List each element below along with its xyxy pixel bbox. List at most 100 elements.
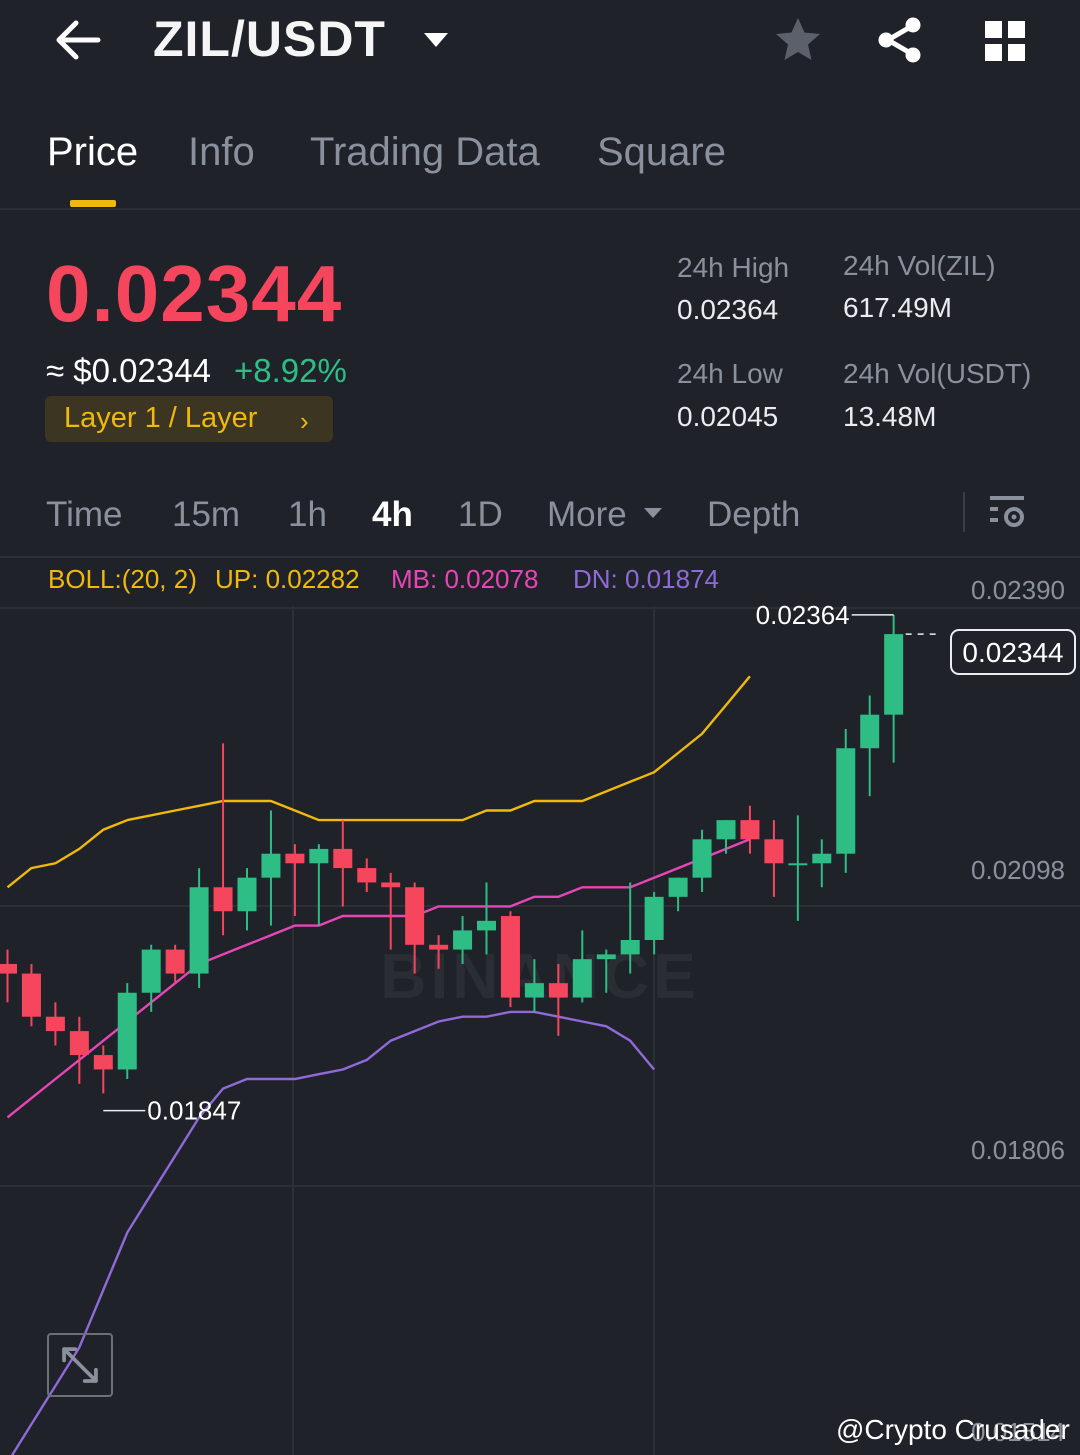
interval-time[interactable]: Time	[46, 495, 123, 534]
candle	[668, 877, 688, 912]
high-marker-label: 0.02364	[756, 600, 850, 630]
candle-body	[309, 848, 329, 864]
boll-dn-value: DN: 0.01874	[573, 564, 719, 594]
candle	[381, 872, 401, 950]
candle	[500, 911, 520, 1008]
candle	[93, 1045, 113, 1094]
candle	[788, 815, 808, 921]
tab-price[interactable]: Price	[47, 130, 139, 174]
tab-square[interactable]: Square	[597, 130, 726, 174]
interval-4h[interactable]: 4h	[372, 495, 413, 534]
star-icon[interactable]	[772, 14, 824, 66]
interval-1h[interactable]: 1h	[288, 495, 327, 534]
chevron-right-icon: ›	[300, 406, 309, 436]
top-bar: ZIL/USDT	[0, 0, 1080, 90]
candle	[429, 935, 449, 969]
watermark: BINANCE	[380, 940, 700, 1012]
candle-body	[261, 853, 281, 878]
candle	[884, 614, 904, 763]
candle-body	[644, 896, 664, 940]
candle-body	[740, 820, 760, 840]
extreme-markers: 0.02364 0.01847	[103, 600, 940, 1126]
tab-trading-data[interactable]: Trading Data	[310, 130, 540, 174]
expand-icon[interactable]	[47, 1333, 113, 1397]
last-price: 0.02344	[46, 249, 343, 338]
interval-depth[interactable]: Depth	[707, 495, 801, 534]
chart-grid	[0, 606, 1080, 1455]
category-tag-label: Layer 1 / Layer	[64, 402, 258, 434]
candle-body	[812, 853, 832, 864]
pair-title[interactable]: ZIL/USDT	[153, 11, 386, 67]
candle-body	[764, 839, 784, 864]
candle	[213, 743, 233, 936]
share-icon[interactable]	[874, 14, 926, 66]
candlesticks	[0, 614, 904, 1094]
candle	[165, 944, 185, 984]
low-marker-label: 0.01847	[147, 1096, 241, 1126]
active-tab-indicator	[70, 200, 116, 207]
candle	[812, 839, 832, 888]
back-arrow-icon[interactable]	[50, 14, 106, 66]
candle	[45, 1002, 65, 1046]
candle-body	[357, 868, 377, 883]
candle-body	[189, 887, 209, 974]
candle	[261, 810, 281, 926]
candle-body	[237, 877, 257, 912]
candle-body	[477, 920, 496, 931]
dropdown-caret-icon[interactable]	[420, 28, 452, 52]
chart-settings-icon[interactable]	[986, 492, 1030, 532]
vol-quote-value: 13.48M	[843, 401, 937, 432]
candle	[141, 944, 161, 1012]
candle-body	[21, 973, 41, 1017]
candle	[572, 930, 592, 1003]
candle	[357, 858, 377, 893]
candle-body	[93, 1055, 113, 1070]
y-axis-label: 0.01806	[971, 1135, 1065, 1165]
candle	[596, 949, 616, 993]
high-value: 0.02364	[677, 294, 779, 325]
boll-lower-line	[10, 1010, 656, 1455]
low-label: 24h Low	[677, 358, 783, 389]
vol-base-label: 24h Vol(ZIL)	[843, 250, 996, 281]
candle-body	[836, 748, 856, 854]
y-axis-label: 0.01514	[971, 1417, 1065, 1447]
candle-body	[860, 714, 880, 749]
candle-body	[620, 940, 640, 955]
divider	[963, 492, 965, 532]
tab-info[interactable]: Info	[188, 130, 255, 174]
interval-1d[interactable]: 1D	[458, 495, 503, 534]
usd-price: ≈ $0.02344	[46, 352, 211, 389]
interval-more[interactable]: More	[547, 495, 627, 534]
interval-15m[interactable]: 15m	[172, 495, 241, 534]
candle	[644, 892, 664, 955]
candle	[309, 844, 329, 926]
candle	[0, 949, 17, 1003]
category-tag[interactable]	[45, 396, 333, 442]
candle	[21, 963, 41, 1027]
y-axis-label: 0.02390	[971, 575, 1065, 605]
candle	[620, 882, 640, 974]
candle-body	[165, 949, 185, 974]
boll-upper-line	[6, 675, 751, 889]
candle	[477, 882, 496, 955]
vol-base-value: 617.49M	[843, 292, 952, 323]
candle	[692, 829, 712, 893]
candle-body	[45, 1016, 65, 1032]
candle-body	[0, 963, 17, 974]
candle	[189, 868, 209, 988]
candle-body	[213, 887, 233, 912]
candle-body	[405, 887, 425, 945]
change-percent: +8.92%	[234, 352, 347, 389]
candle	[333, 820, 353, 907]
candle-body	[548, 983, 568, 998]
candle-body	[596, 954, 616, 960]
candle	[548, 963, 568, 1036]
more-caret-icon[interactable]	[642, 505, 664, 521]
candle-body	[69, 1031, 89, 1056]
candle	[117, 983, 137, 1080]
candle	[237, 868, 257, 931]
grid-icon[interactable]	[982, 18, 1028, 64]
candle-body	[572, 959, 592, 998]
price-chart[interactable]: BINANCE 0.02390 0.02098 0.01806 0.01514 0.0…	[0, 558, 1080, 1455]
candle	[836, 729, 856, 873]
